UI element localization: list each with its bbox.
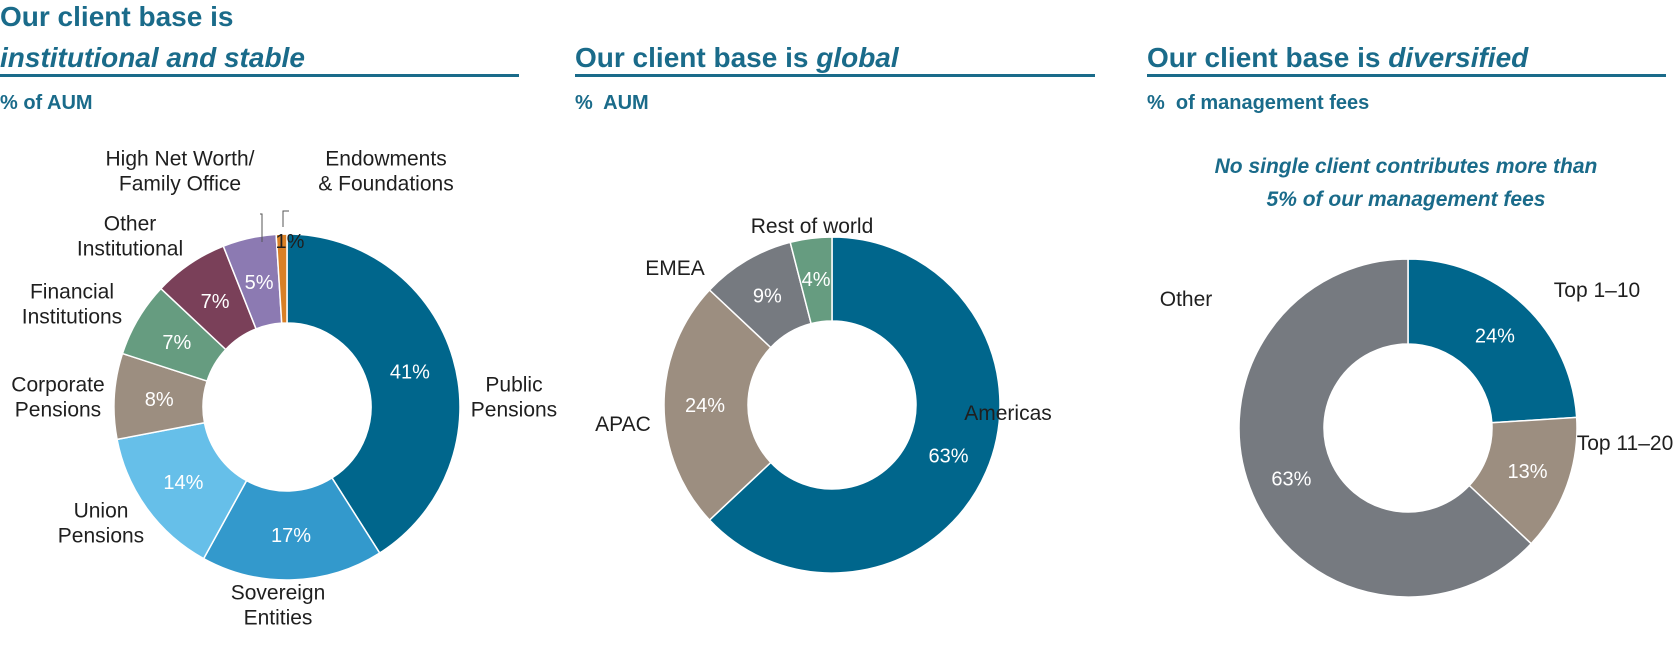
slice-category-label: Other Institutional xyxy=(77,213,183,261)
panel-subtitle: % of management fees xyxy=(1147,92,1370,114)
slice-category-label: APAC xyxy=(595,413,651,436)
label-line: Institutional xyxy=(77,238,183,261)
label-line: Entities xyxy=(244,607,313,630)
donut-slice xyxy=(663,288,772,522)
slice-value-label: 24% xyxy=(685,395,725,417)
slice-category-label: Union Pensions xyxy=(58,500,144,548)
slice-category-label: Financial Institutions xyxy=(22,281,122,329)
slice-category-label: Corporate Pensions xyxy=(11,374,104,422)
label-line: Pensions xyxy=(58,525,144,548)
slice-value-label: 41% xyxy=(390,361,430,383)
panel-fees: Our client base is diversified % of mana… xyxy=(1147,0,1679,649)
slice-value-label: 14% xyxy=(163,472,203,494)
panel-title: Our client base is diversified xyxy=(1147,42,1529,73)
panel-region: Our client base is global % AUM 63% Ameri… xyxy=(575,0,1095,649)
label-line: Financial xyxy=(30,281,114,304)
donut-slice xyxy=(1407,258,1578,424)
slice-category-label: High Net Worth/Family Office xyxy=(106,148,255,196)
slice-value-label: 24% xyxy=(1475,325,1515,347)
label-line: High Net Worth/ xyxy=(106,148,255,171)
title-underline xyxy=(0,74,519,77)
leader-line xyxy=(282,210,289,227)
label-line: Other xyxy=(1160,288,1213,311)
slice-value-label: 13% xyxy=(1507,461,1547,483)
slice-value-label: 63% xyxy=(1271,468,1311,490)
slice-category-label: Sovereign Entities xyxy=(231,582,326,630)
label-line: Other xyxy=(104,213,157,236)
annotation-line: No single client contributes more than xyxy=(1214,155,1598,178)
slice-category-label: Public Pensions xyxy=(471,374,557,422)
donut-slice xyxy=(708,236,1001,574)
label-line: Top 11–20 xyxy=(1577,432,1674,455)
slice-category-label: Endowments & Foundations xyxy=(318,148,453,196)
title-underline xyxy=(575,74,1095,77)
label-line: Top 1–10 xyxy=(1554,279,1640,302)
panel-title: Our client base is global xyxy=(575,42,899,73)
slice-value-label: 9% xyxy=(753,286,782,308)
slice-value-label: 17% xyxy=(271,525,311,547)
donut-slice xyxy=(275,233,288,324)
slice-value-label: 7% xyxy=(162,332,191,354)
label-line: Americas xyxy=(964,402,1052,425)
slice-value-label: 4% xyxy=(802,269,831,291)
slice-value-label: 5% xyxy=(245,272,274,294)
slice-category-label: Top 11–20 xyxy=(1577,432,1674,455)
donut-slice xyxy=(789,236,833,325)
panel-subtitle: % AUM xyxy=(575,92,649,114)
title-underline xyxy=(1147,74,1666,77)
donut-chart-fees: 24% Top 1–10 13% Top 11–20 63% Other xyxy=(1160,258,1674,598)
panel-subtitle: % of AUM xyxy=(0,92,93,114)
slice-value-label: 7% xyxy=(201,291,230,313)
chart-annotation: No single client contributes more than 5… xyxy=(1147,150,1665,216)
slice-category-label: Americas xyxy=(964,402,1052,425)
label-line: EMEA xyxy=(645,257,705,280)
label-line: Corporate xyxy=(11,374,104,397)
slice-value-label: 8% xyxy=(145,389,174,411)
label-line: Endowments xyxy=(325,148,446,171)
slice-value-label: 1% xyxy=(276,231,305,253)
donut-slice xyxy=(1238,258,1533,598)
annotation-line: 5% of our management fees xyxy=(1266,188,1546,211)
label-line: Rest of world xyxy=(751,215,874,238)
slice-category-label: EMEA xyxy=(645,257,705,280)
slice-category-label: Rest of world xyxy=(751,215,874,238)
label-line: Union xyxy=(74,500,129,523)
label-line: APAC xyxy=(595,413,651,436)
slice-category-label: Top 1–10 xyxy=(1554,279,1640,302)
label-line: Institutions xyxy=(22,306,122,329)
donut-chart-region: 63% Americas 24% APAC 9% EMEA 4% Rest of world xyxy=(595,215,1052,574)
label-line: Family Office xyxy=(119,173,241,196)
slice-value-label: 63% xyxy=(929,445,969,467)
label-line: Pensions xyxy=(15,399,101,422)
label-line: Pensions xyxy=(471,399,557,422)
panel-title-emphasis: institutional and stable xyxy=(0,42,305,73)
donut-slice xyxy=(202,476,381,581)
label-line: Public xyxy=(485,374,542,397)
donut-slice xyxy=(286,233,461,555)
panel-client-type: Our client base is institutional and sta… xyxy=(0,0,557,649)
label-line: Sovereign xyxy=(231,582,326,605)
panel-title: Our client base is xyxy=(0,1,234,32)
leader-line xyxy=(260,213,263,242)
label-line: & Foundations xyxy=(318,173,453,196)
slice-category-label: Other xyxy=(1160,288,1213,311)
